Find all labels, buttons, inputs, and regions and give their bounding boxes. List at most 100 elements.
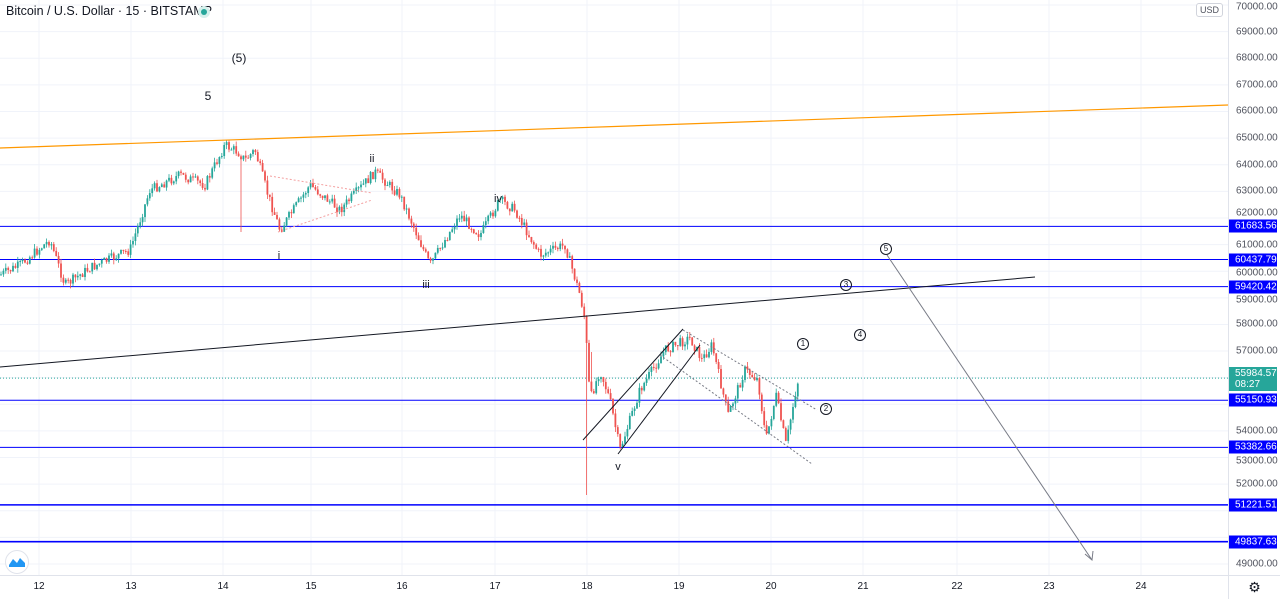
candle-body: [746, 366, 749, 370]
current-price: 55984.57: [1235, 368, 1277, 379]
candle-body: [141, 217, 144, 223]
candle-body: [427, 251, 430, 259]
candle-body: [134, 233, 137, 241]
price-tick: 58000.00: [1236, 318, 1278, 330]
candle-body: [691, 337, 694, 346]
candle-body: [398, 188, 401, 198]
candle-body: [232, 146, 235, 150]
candle-body: [602, 377, 605, 382]
candle-body: [19, 261, 22, 263]
candle-body: [782, 420, 785, 429]
candle-body: [496, 200, 499, 211]
candle-body: [379, 170, 382, 173]
candle-body: [247, 157, 250, 159]
candle-body: [530, 236, 533, 243]
candle-body: [129, 244, 132, 255]
candle-body: [540, 248, 542, 257]
candle-body: [110, 253, 113, 256]
candle-body: [297, 198, 300, 203]
candle-body: [187, 179, 190, 183]
candle-body: [669, 351, 672, 353]
price-tick: 52000.00: [1236, 478, 1278, 490]
candle-body: [160, 184, 163, 188]
candle-body: [554, 245, 557, 248]
level-price-label: 53382.66: [1229, 440, 1277, 454]
candle-body: [650, 366, 653, 372]
candle-body: [352, 190, 355, 194]
candle-body: [396, 188, 398, 195]
candle-body: [794, 396, 797, 408]
candle-body: [528, 235, 530, 237]
candle-body: [278, 219, 281, 230]
candle-body: [760, 394, 763, 412]
candle-body: [432, 258, 434, 261]
candle-body: [667, 345, 670, 352]
candle-body: [660, 356, 662, 364]
candle-body: [681, 338, 684, 347]
candle-body: [501, 196, 504, 200]
candle-body: [177, 171, 180, 177]
candle-body: [79, 274, 82, 276]
candle-body: [436, 247, 439, 253]
candle-body: [319, 194, 322, 196]
candle-body: [153, 183, 156, 189]
level-price-label: 61683.56: [1229, 219, 1277, 233]
candle-body: [175, 176, 178, 182]
candle-body: [249, 154, 252, 158]
candle-body: [165, 180, 168, 188]
candle-body: [787, 429, 790, 441]
time-axis[interactable]: 12 13 14 15 16 17 18 19 20 21 22 23 24: [0, 575, 1228, 599]
candle-body: [381, 172, 384, 180]
candle-body: [734, 398, 737, 404]
currency-label[interactable]: USD: [1196, 3, 1224, 17]
candle-body: [372, 171, 374, 180]
dotted-channel-line: [659, 354, 813, 465]
candle-body: [36, 248, 38, 255]
candle-body: [132, 240, 134, 245]
candle-body: [69, 279, 72, 284]
gear-icon[interactable]: ⚙: [1228, 575, 1280, 599]
candle-body: [451, 229, 454, 232]
time-tick: 19: [673, 581, 685, 592]
candle-body: [444, 240, 446, 248]
time-tick: 16: [396, 581, 408, 592]
candle-body: [312, 183, 314, 188]
candle-body: [360, 184, 362, 188]
candle-body: [453, 226, 456, 230]
candle-body: [758, 378, 761, 395]
candle-body: [756, 378, 758, 381]
candle-body: [158, 187, 161, 192]
candle-body: [609, 393, 612, 400]
price-chart[interactable]: [0, 0, 1228, 575]
candle-body: [703, 354, 706, 359]
candle-body: [487, 215, 490, 222]
candle-body: [201, 183, 204, 188]
candle-body: [292, 205, 295, 214]
candle-body: [729, 406, 732, 412]
candle-body: [57, 255, 60, 264]
candle-body: [506, 201, 509, 209]
candle-body: [304, 193, 307, 195]
candle-body: [369, 171, 372, 184]
candle-body: [136, 225, 139, 234]
candle-body: [518, 217, 521, 219]
candle-body: [211, 168, 214, 178]
candle-body: [628, 415, 631, 430]
tradingview-logo-icon[interactable]: [5, 550, 29, 574]
price-tick: 69000.00: [1236, 26, 1278, 38]
candle-body: [585, 316, 588, 343]
candle-body: [626, 429, 629, 437]
price-axis[interactable]: 70000.00 69000.00 68000.00 67000.00 66000.00…: [1228, 0, 1280, 575]
candle-body: [343, 204, 346, 213]
candle-body: [252, 150, 254, 155]
candle-body: [117, 253, 120, 259]
candle-body: [194, 176, 197, 178]
candle-body: [751, 374, 754, 378]
candle-body: [256, 152, 259, 162]
candle-body: [648, 371, 650, 379]
price-tick: 68000.00: [1236, 52, 1278, 64]
candle-body: [775, 392, 778, 406]
candle-body: [484, 221, 487, 226]
time-tick: 20: [765, 581, 777, 592]
candle-body: [91, 262, 94, 272]
